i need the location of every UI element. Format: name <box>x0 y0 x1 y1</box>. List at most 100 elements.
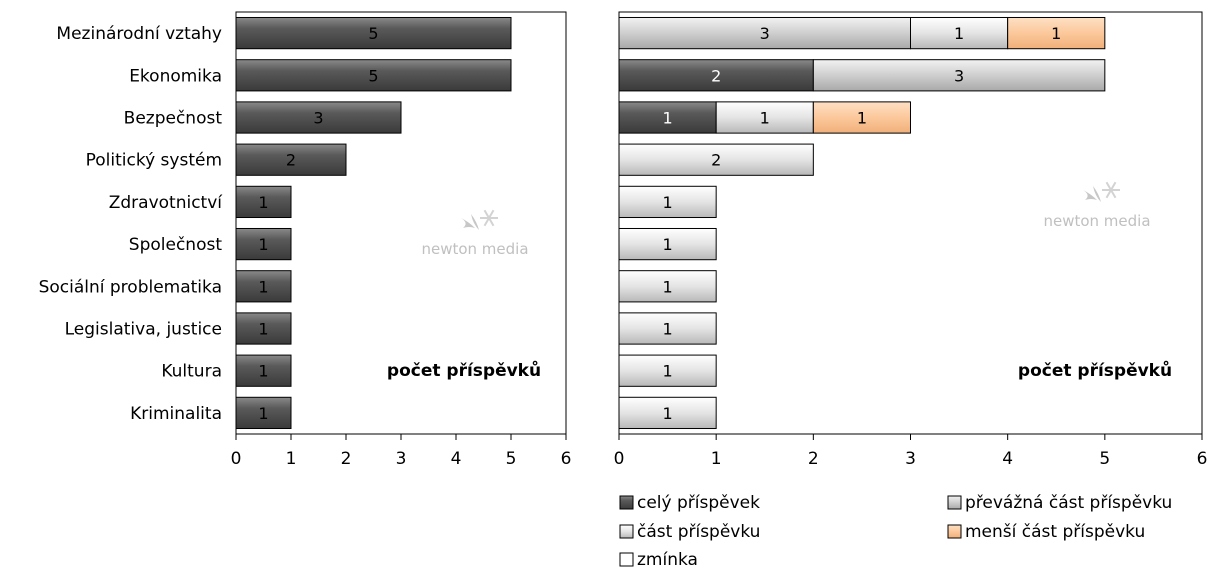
data-label-kriminalita: 1 <box>258 404 268 423</box>
bar-politicky-system-cast-prispevku <box>618 143 814 176</box>
watermark-logo-icon <box>461 209 498 230</box>
watermark-logo-icon <box>1083 181 1120 202</box>
bar-ekonomika-cely-prispevek <box>618 59 814 92</box>
bar-socialni-problematika-cast-prispevku <box>618 270 717 303</box>
legend-label-mensi-cast-prispevku: menší část příspěvku <box>965 522 1145 542</box>
x-tick-label-2: 2 <box>341 449 352 469</box>
data-label-bezpecnost-cast-prispevku: 1 <box>760 109 770 128</box>
category-label-mezinarodni-vztahy: Mezinárodní vztahy <box>56 24 222 44</box>
data-label-bezpecnost-mensi-cast-prispevku: 1 <box>857 109 867 128</box>
legend-label-zminka: zmínka <box>637 550 698 570</box>
x-tick-label-5: 5 <box>1099 449 1110 469</box>
data-label-politicky-system: 2 <box>286 151 296 170</box>
legend-item-prevazna-cast-prispevku: převážná část příspěvku <box>947 493 1172 513</box>
legend-swatch-cast-prispevku <box>619 524 634 539</box>
bar-bezpecnost <box>235 101 402 134</box>
bar-zdravotnictvi-cast-prispevku <box>618 185 717 219</box>
legend-item-zminka: zmínka <box>619 550 698 570</box>
bar-kultura <box>235 354 292 387</box>
x-tick-label-6: 6 <box>561 449 572 469</box>
bar-bezpecnost-mensi-cast-prispevku <box>812 101 911 134</box>
x-tick-label-1: 1 <box>286 449 297 469</box>
x-tick-label-3: 3 <box>905 449 916 469</box>
watermark-text: newton media <box>1043 212 1150 230</box>
category-label-legislativa-justice: Legislativa, justice <box>65 320 222 340</box>
category-label-zdravotnictvi: Zdravotnictví <box>109 193 224 213</box>
data-label-ekonomika-cely-prispevek: 2 <box>711 66 721 85</box>
legend-swatch-zminka <box>619 552 634 567</box>
legend-label-cely-prispevek: celý příspěvek <box>637 493 760 513</box>
bar-kriminalita-cast-prispevku <box>618 396 717 430</box>
watermark-text: newton media <box>421 240 528 258</box>
legend-swatch-cely-prispevek <box>619 495 634 510</box>
category-label-socialni-problematika: Sociální problematika <box>39 277 222 297</box>
bar-legislativa-justice-cast-prispevku <box>618 312 717 345</box>
bar-mezinarodni-vztahy-cast-prispevku <box>910 16 1009 50</box>
x-tick-label-0: 0 <box>231 449 242 469</box>
legend-item-mensi-cast-prispevku: menší část příspěvku <box>947 522 1145 542</box>
x-tick-label-5: 5 <box>506 449 517 469</box>
data-label-zdravotnictvi: 1 <box>258 193 268 212</box>
bar-kultura-cast-prispevku <box>618 354 717 387</box>
data-label-kultura-cast-prispevku: 1 <box>662 362 672 381</box>
category-label-spolecnost: Společnost <box>129 235 223 255</box>
data-label-bezpecnost-cely-prispevek: 1 <box>662 109 672 128</box>
data-label-bezpecnost: 3 <box>313 109 323 128</box>
data-label-kultura: 1 <box>258 362 268 381</box>
data-label-spolecnost: 1 <box>258 235 268 254</box>
data-label-mezinarodni-vztahy: 5 <box>368 24 378 43</box>
data-label-mezinarodni-vztahy-mensi-cast-prispevku: 1 <box>1051 24 1061 43</box>
bar-ekonomika-prevazna-cast-prispevku <box>812 59 1106 92</box>
data-label-politicky-system-cast-prispevku: 2 <box>711 151 721 170</box>
x-tick-label-1: 1 <box>711 449 722 469</box>
x-tick-label-6: 6 <box>1197 449 1208 469</box>
data-label-ekonomika: 5 <box>368 66 378 85</box>
x-tick-label-4: 4 <box>451 449 462 469</box>
data-label-socialni-problematika-cast-prispevku: 1 <box>662 277 672 296</box>
category-label-kultura: Kultura <box>161 362 222 382</box>
bar-spolecnost-cast-prispevku <box>618 227 717 261</box>
category-label-ekonomika: Ekonomika <box>129 66 222 86</box>
x-tick-label-0: 0 <box>614 449 625 469</box>
legend-swatch-prevazna-cast-prispevku <box>947 495 962 510</box>
watermark: newton media <box>1043 181 1151 230</box>
x-tick-label-4: 4 <box>1002 449 1013 469</box>
data-label-zdravotnictvi-cast-prispevku: 1 <box>662 193 672 212</box>
data-label-ekonomika-prevazna-cast-prispevku: 3 <box>954 66 964 85</box>
legend-label-prevazna-cast-prispevku: převážná část příspěvku <box>965 493 1172 513</box>
data-label-kriminalita-cast-prispevku: 1 <box>662 404 672 423</box>
chart-left: Mezinárodní vztahy 5 Ekonomika 5 Bezpečnost 3… <box>39 11 572 469</box>
data-label-spolecnost-cast-prispevku: 1 <box>662 235 672 254</box>
plot-annotation: počet příspěvků <box>1018 359 1172 381</box>
chart-right: 3 1 1 2 3 1 1 1 2 1 1 1 1 1 1 0 1 2 3 4 5 6 počet příspěvků new… <box>614 11 1208 469</box>
bar-bezpecnost-cely-prispevek <box>618 101 717 134</box>
data-label-socialni-problematika: 1 <box>258 277 268 296</box>
bar-kriminalita <box>235 396 292 430</box>
bar-ekonomika <box>235 59 512 92</box>
bar-politicky-system <box>235 143 347 176</box>
bar-socialni-problematika <box>235 270 292 303</box>
category-label-bezpecnost: Bezpečnost <box>124 109 223 129</box>
legend-swatch-mensi-cast-prispevku <box>947 524 962 539</box>
data-label-mezinarodni-vztahy-cast-prispevku: 1 <box>954 24 964 43</box>
bar-legislativa-justice <box>235 312 292 345</box>
category-label-politicky-system: Politický systém <box>86 151 222 171</box>
x-tick-label-3: 3 <box>396 449 407 469</box>
data-label-legislativa-justice: 1 <box>258 320 268 339</box>
plot-annotation: počet příspěvků <box>387 359 541 381</box>
legend: celý příspěvek převážná část příspěvku čás… <box>619 493 1172 570</box>
legend-label-cast-prispevku: část příspěvku <box>637 522 760 542</box>
bar-mezinarodni-vztahy-prevazna-cast-prispevku <box>618 16 911 50</box>
bar-mezinarodni-vztahy <box>235 16 512 50</box>
bar-spolecnost <box>235 227 292 261</box>
bar-zdravotnictvi <box>235 185 292 219</box>
bar-mezinarodni-vztahy-mensi-cast-prispevku <box>1007 16 1106 50</box>
data-label-mezinarodni-vztahy-prevazna-cast-prispevku: 3 <box>760 24 770 43</box>
data-label-legislativa-justice-cast-prispevku: 1 <box>662 320 672 339</box>
legend-item-cast-prispevku: část příspěvku <box>619 522 760 542</box>
watermark: newton media <box>421 209 529 258</box>
category-label-kriminalita: Kriminalita <box>130 404 222 424</box>
x-tick-label-2: 2 <box>808 449 819 469</box>
